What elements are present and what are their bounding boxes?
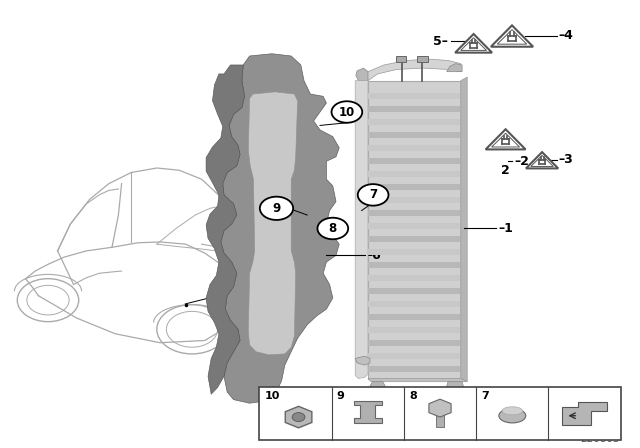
Bar <box>368 184 460 190</box>
Polygon shape <box>526 152 558 168</box>
Ellipse shape <box>502 407 522 415</box>
Polygon shape <box>563 402 607 425</box>
Text: 2: 2 <box>501 164 510 177</box>
Circle shape <box>292 413 305 422</box>
Polygon shape <box>221 54 339 403</box>
Polygon shape <box>206 65 244 394</box>
Polygon shape <box>447 64 462 72</box>
Bar <box>368 223 460 229</box>
Circle shape <box>317 218 348 239</box>
Bar <box>368 366 460 372</box>
Bar <box>259 387 621 440</box>
Text: 7: 7 <box>369 188 377 202</box>
Bar <box>368 353 460 359</box>
Bar <box>368 106 460 112</box>
Polygon shape <box>486 129 525 150</box>
Circle shape <box>358 184 388 206</box>
Bar <box>396 56 406 62</box>
Bar <box>368 249 460 255</box>
Bar <box>368 327 460 333</box>
Text: –2: –2 <box>514 155 529 168</box>
Polygon shape <box>356 68 368 81</box>
Text: 7: 7 <box>481 391 489 401</box>
Text: 8: 8 <box>409 391 417 401</box>
Text: –4: –4 <box>559 29 573 43</box>
Polygon shape <box>447 382 463 392</box>
Ellipse shape <box>499 409 526 423</box>
Bar <box>368 81 461 379</box>
Bar <box>368 158 460 164</box>
Bar <box>368 288 460 294</box>
Bar <box>368 197 460 203</box>
Polygon shape <box>355 356 370 365</box>
Bar <box>368 171 460 177</box>
Text: 9: 9 <box>273 202 280 215</box>
Bar <box>368 93 460 99</box>
Text: –1: –1 <box>498 222 513 235</box>
Bar <box>368 210 460 216</box>
Bar <box>368 301 460 307</box>
Bar <box>368 262 460 268</box>
Text: 8: 8 <box>329 222 337 235</box>
Bar <box>368 275 460 281</box>
Circle shape <box>332 101 362 123</box>
Bar <box>435 413 445 427</box>
Text: 9: 9 <box>337 391 344 401</box>
Text: –3: –3 <box>558 153 573 167</box>
Bar <box>368 119 460 125</box>
Bar <box>368 236 460 242</box>
Polygon shape <box>491 26 533 47</box>
Bar <box>417 56 428 62</box>
Circle shape <box>260 197 293 220</box>
Text: –6: –6 <box>367 249 381 262</box>
Bar <box>368 340 460 346</box>
Polygon shape <box>355 81 368 379</box>
Text: 10: 10 <box>264 391 280 401</box>
Text: 10: 10 <box>339 105 355 119</box>
Polygon shape <box>248 92 298 355</box>
Polygon shape <box>461 77 467 382</box>
Polygon shape <box>354 401 381 423</box>
Bar <box>368 132 460 138</box>
Text: 220803: 220803 <box>580 435 620 444</box>
Polygon shape <box>358 59 461 81</box>
Polygon shape <box>455 34 492 52</box>
Bar <box>368 145 460 151</box>
Bar <box>368 314 460 320</box>
Polygon shape <box>368 379 467 382</box>
Text: 5–: 5– <box>433 34 448 48</box>
Polygon shape <box>370 382 385 392</box>
